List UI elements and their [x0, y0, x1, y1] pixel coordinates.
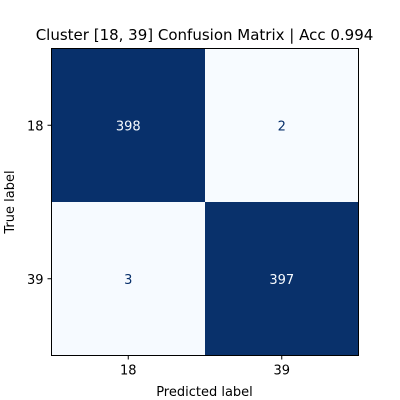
x-axis-ticks: 18 39 [120, 356, 290, 379]
y-axis-label: True label [3, 170, 18, 234]
cell-value-label: 398 [116, 119, 141, 134]
cell-value-label: 2 [278, 119, 286, 134]
x-axis-label: Predicted label [156, 385, 253, 400]
y-tick-label: 39 [27, 273, 44, 288]
cell-value-label: 397 [269, 273, 294, 288]
x-tick-label: 18 [120, 364, 137, 379]
chart-title: Cluster [18, 39] Confusion Matrix | Acc … [36, 26, 374, 44]
y-tick-label: 18 [27, 119, 44, 134]
heatmap-cells: 398 2 3 397 [52, 49, 359, 356]
cell-value-label: 3 [124, 273, 132, 288]
x-tick-label: 39 [273, 364, 290, 379]
